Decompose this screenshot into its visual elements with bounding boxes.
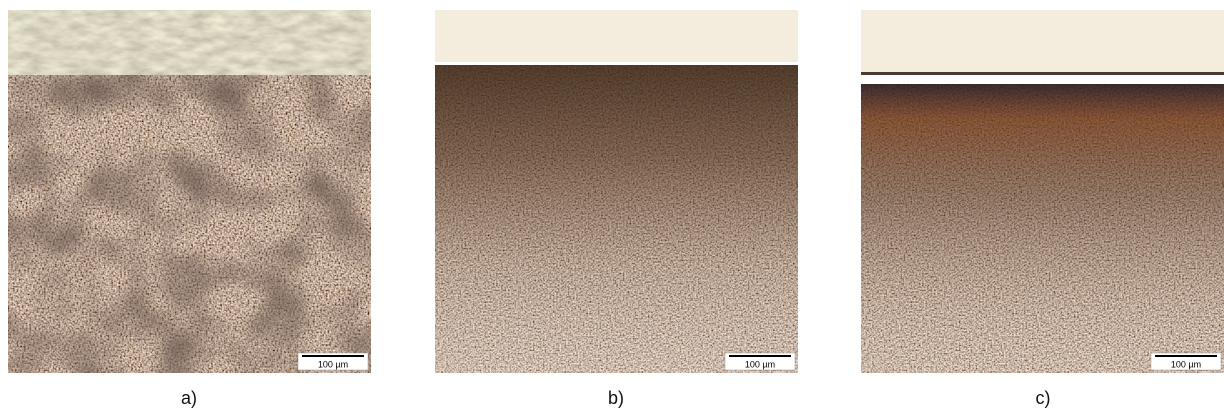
micrograph-b: 100 µm [435, 10, 798, 373]
coating [435, 10, 798, 62]
mottling [8, 75, 371, 373]
coating [8, 10, 371, 75]
figure: 100 µm a) 100 µm b) 100 µm c) (() => { c… [0, 0, 1224, 413]
affected-layer [435, 65, 798, 373]
interface [435, 62, 798, 65]
affected-layer [861, 84, 1224, 373]
scale-bar-label: 100 µm [318, 359, 348, 369]
micrograph-image: 100 µm [435, 10, 798, 373]
micrograph-c: 100 µm [861, 10, 1224, 373]
panel-label: b) [586, 388, 646, 409]
coating [861, 10, 1224, 72]
micrograph-a: 100 µm [8, 10, 371, 373]
gap [861, 72, 1224, 75]
scale-bar-label: 100 µm [745, 359, 775, 369]
panel-label: c) [1013, 388, 1073, 409]
micrograph-image: 100 µm [861, 10, 1224, 373]
micrograph-image: 100 µm [8, 10, 371, 373]
panel-label: a) [159, 388, 219, 409]
interface [861, 75, 1224, 84]
scale-bar-label: 100 µm [1171, 359, 1201, 369]
